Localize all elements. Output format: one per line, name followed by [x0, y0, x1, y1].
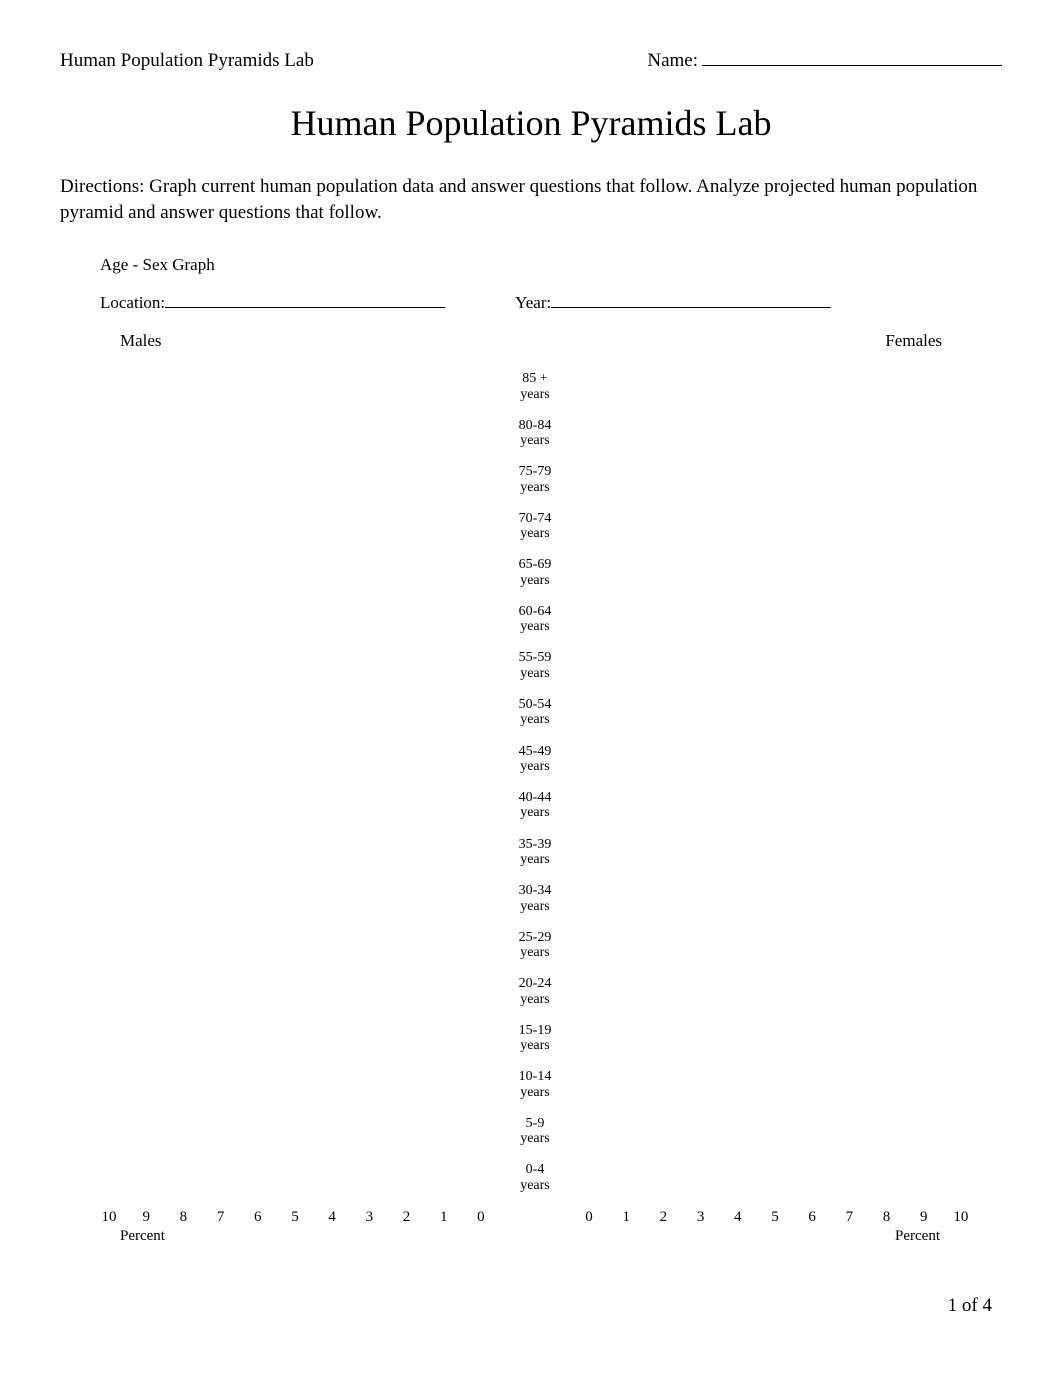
page-title: Human Population Pyramids Lab: [60, 102, 1002, 144]
page-number: 1 of 4: [60, 1295, 1002, 1317]
male-bar-row: [100, 360, 490, 405]
male-bar-row: [100, 924, 490, 969]
female-bar-row: [580, 689, 970, 734]
male-bar-row: [100, 548, 490, 593]
age-group-label: 20-24years: [490, 969, 580, 1014]
axis-tick: 5: [766, 1209, 784, 1226]
female-bar-row: [580, 736, 970, 781]
name-input-line[interactable]: [702, 65, 1002, 66]
age-group-label: 65-69years: [490, 550, 580, 595]
female-bar-row: [580, 783, 970, 828]
male-bar-row: [100, 595, 490, 640]
female-bar-row: [580, 924, 970, 969]
axis-tick: 10: [952, 1209, 970, 1226]
male-bar-row: [100, 1065, 490, 1110]
name-label: Name:: [647, 50, 698, 72]
graph-title: Age - Sex Graph: [100, 255, 1002, 275]
female-bar-row: [580, 642, 970, 687]
x-axis-left: 109876543210: [100, 1209, 490, 1226]
female-bar-row: [580, 1018, 970, 1063]
year-input-line[interactable]: [551, 307, 831, 308]
axis-tick: 1: [435, 1209, 453, 1226]
axis-tick: 3: [360, 1209, 378, 1226]
male-bar-row: [100, 1159, 490, 1204]
x-axis-label-left: Percent: [100, 1228, 490, 1245]
male-bar-row: [100, 783, 490, 828]
axis-tick: 2: [398, 1209, 416, 1226]
x-axis-label-right: Percent: [580, 1228, 970, 1245]
axis-tick: 7: [212, 1209, 230, 1226]
axis-tick: 8: [174, 1209, 192, 1226]
male-bar-row: [100, 642, 490, 687]
female-bar-row: [580, 830, 970, 875]
male-bar-row: [100, 689, 490, 734]
female-bar-row: [580, 595, 970, 640]
age-group-label: 60-64years: [490, 597, 580, 642]
age-group-label: 45-49years: [490, 736, 580, 781]
axis-tick: 9: [915, 1209, 933, 1226]
axis-tick: 8: [878, 1209, 896, 1226]
male-bar-row: [100, 454, 490, 499]
female-bar-row: [580, 1065, 970, 1110]
female-bar-row: [580, 501, 970, 546]
axis-tick: 0: [580, 1209, 598, 1226]
age-group-label: 15-19years: [490, 1016, 580, 1061]
female-bar-row: [580, 1159, 970, 1204]
doc-header-title: Human Population Pyramids Lab: [60, 50, 314, 72]
female-bar-row: [580, 360, 970, 405]
population-pyramid-chart: 85 +years80-84years75-79years70-74years6…: [100, 359, 1002, 1205]
male-bar-row: [100, 1112, 490, 1157]
female-bar-row: [580, 548, 970, 593]
year-label: Year:: [515, 293, 551, 313]
female-bar-row: [580, 877, 970, 922]
axis-tick: 7: [840, 1209, 858, 1226]
age-group-label: 5-9years: [490, 1109, 580, 1154]
age-group-label: 75-79years: [490, 457, 580, 502]
age-group-label: 85 +years: [490, 364, 580, 409]
age-group-label: 25-29years: [490, 923, 580, 968]
axis-tick: 6: [803, 1209, 821, 1226]
axis-tick: 2: [654, 1209, 672, 1226]
females-label: Females: [490, 331, 1002, 351]
male-bar-row: [100, 501, 490, 546]
axis-tick: 9: [137, 1209, 155, 1226]
male-bar-row: [100, 830, 490, 875]
male-bar-row: [100, 736, 490, 781]
axis-tick: 10: [100, 1209, 118, 1226]
female-bar-row: [580, 407, 970, 452]
age-group-label: 40-44years: [490, 783, 580, 828]
age-group-label: 10-14years: [490, 1062, 580, 1107]
age-group-label: 30-34years: [490, 876, 580, 921]
age-group-label: 35-39years: [490, 830, 580, 875]
axis-tick: 3: [692, 1209, 710, 1226]
age-group-labels: 85 +years80-84years75-79years70-74years6…: [490, 359, 580, 1205]
axis-tick: 4: [323, 1209, 341, 1226]
axis-tick: 5: [286, 1209, 304, 1226]
axis-tick: 6: [249, 1209, 267, 1226]
male-bar-row: [100, 407, 490, 452]
male-bar-row: [100, 971, 490, 1016]
males-column: [100, 359, 490, 1205]
female-bar-row: [580, 971, 970, 1016]
location-input-line[interactable]: [165, 307, 445, 308]
female-bar-row: [580, 454, 970, 499]
directions-text: Directions: Graph current human populati…: [60, 174, 1002, 225]
age-group-label: 80-84years: [490, 411, 580, 456]
age-group-label: 50-54years: [490, 690, 580, 735]
age-group-label: 55-59years: [490, 643, 580, 688]
female-bar-row: [580, 1112, 970, 1157]
axis-tick: 4: [729, 1209, 747, 1226]
x-axis-right: 0 1 2 3 4 5 6 7 8 9 10: [580, 1209, 970, 1226]
age-group-label: 70-74years: [490, 504, 580, 549]
males-label: Males: [100, 331, 490, 351]
male-bar-row: [100, 1018, 490, 1063]
age-group-label: 0-4years: [490, 1155, 580, 1200]
location-label: Location:: [100, 293, 165, 313]
females-column: [580, 359, 970, 1205]
axis-tick: 0: [472, 1209, 490, 1226]
male-bar-row: [100, 877, 490, 922]
axis-tick: 1: [617, 1209, 635, 1226]
